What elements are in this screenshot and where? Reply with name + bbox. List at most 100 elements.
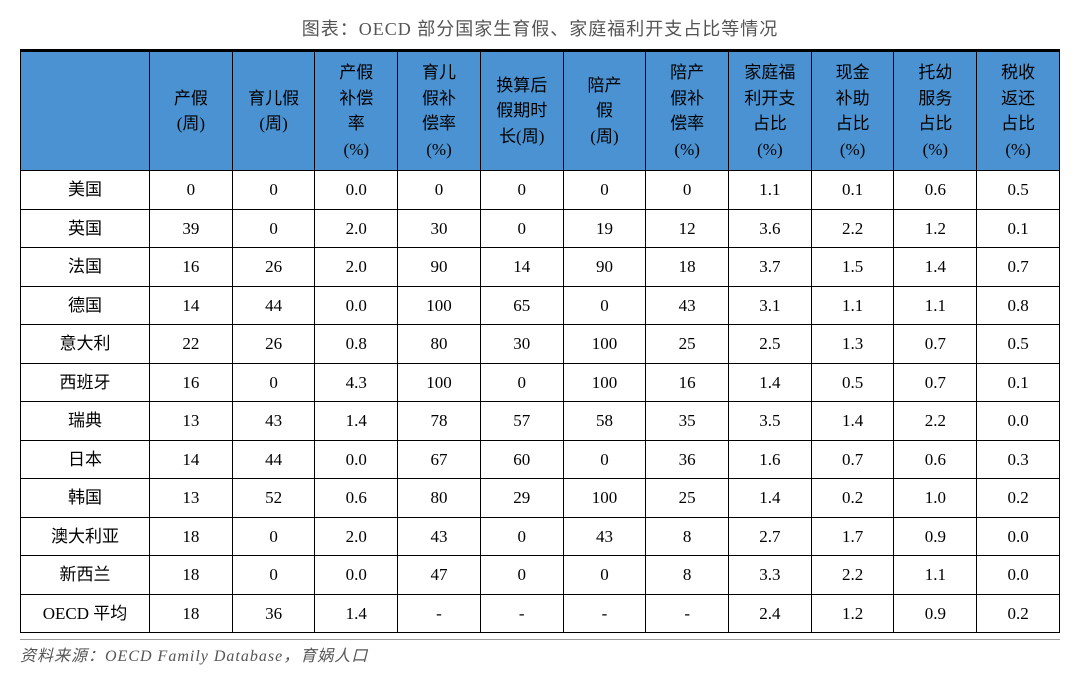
data-cell: 3.5 xyxy=(729,402,812,441)
table-row: 西班牙1604.31000100161.40.50.70.1 xyxy=(21,363,1060,402)
data-cell: 1.4 xyxy=(315,402,398,441)
country-cell: 韩国 xyxy=(21,479,150,518)
data-cell: 2.0 xyxy=(315,209,398,248)
data-cell: 44 xyxy=(232,286,315,325)
data-cell: 2.5 xyxy=(729,325,812,364)
col-header-9: 现金补助占比(%) xyxy=(811,51,894,171)
data-cell: - xyxy=(480,594,563,633)
data-cell: 0 xyxy=(150,171,233,210)
data-cell: 1.4 xyxy=(811,402,894,441)
data-cell: 1.2 xyxy=(894,209,977,248)
data-cell: 100 xyxy=(398,286,481,325)
data-cell: 26 xyxy=(232,325,315,364)
data-cell: 0 xyxy=(563,171,646,210)
data-cell: 0.8 xyxy=(977,286,1060,325)
country-cell: 澳大利亚 xyxy=(21,517,150,556)
data-cell: 44 xyxy=(232,440,315,479)
data-cell: 19 xyxy=(563,209,646,248)
data-cell: 1.7 xyxy=(811,517,894,556)
data-cell: 26 xyxy=(232,248,315,287)
data-cell: 43 xyxy=(398,517,481,556)
data-cell: 100 xyxy=(563,363,646,402)
data-cell: 1.4 xyxy=(315,594,398,633)
data-cell: 43 xyxy=(563,517,646,556)
data-cell: 0.7 xyxy=(894,325,977,364)
data-cell: 0.6 xyxy=(315,479,398,518)
data-cell: 18 xyxy=(646,248,729,287)
data-cell: 18 xyxy=(150,556,233,595)
country-cell: 西班牙 xyxy=(21,363,150,402)
data-cell: 0.2 xyxy=(977,479,1060,518)
data-cell: 16 xyxy=(150,363,233,402)
col-header-3: 产假补偿率(%) xyxy=(315,51,398,171)
data-cell: 0 xyxy=(480,209,563,248)
country-cell: 日本 xyxy=(21,440,150,479)
data-cell: 0.1 xyxy=(977,209,1060,248)
data-cell: 30 xyxy=(480,325,563,364)
table-row: OECD 平均18361.4----2.41.20.90.2 xyxy=(21,594,1060,633)
data-cell: 0 xyxy=(563,286,646,325)
table-row: 美国000.000001.10.10.60.5 xyxy=(21,171,1060,210)
data-cell: 30 xyxy=(398,209,481,248)
data-cell: 43 xyxy=(232,402,315,441)
data-cell: 4.3 xyxy=(315,363,398,402)
col-header-1: 产假(周) xyxy=(150,51,233,171)
country-cell: 法国 xyxy=(21,248,150,287)
data-cell: - xyxy=(398,594,481,633)
table-row: 法国16262.0901490183.71.51.40.7 xyxy=(21,248,1060,287)
data-cell: 0.3 xyxy=(977,440,1060,479)
data-cell: 3.7 xyxy=(729,248,812,287)
data-cell: 1.0 xyxy=(894,479,977,518)
data-cell: 67 xyxy=(398,440,481,479)
data-cell: 1.2 xyxy=(811,594,894,633)
data-cell: 0.1 xyxy=(811,171,894,210)
col-header-0 xyxy=(21,51,150,171)
data-cell: 3.3 xyxy=(729,556,812,595)
table-row: 瑞典13431.4785758353.51.42.20.0 xyxy=(21,402,1060,441)
country-cell: 美国 xyxy=(21,171,150,210)
data-cell: 0.2 xyxy=(811,479,894,518)
data-cell: 22 xyxy=(150,325,233,364)
data-cell: 0.5 xyxy=(977,171,1060,210)
country-cell: 德国 xyxy=(21,286,150,325)
data-cell: 78 xyxy=(398,402,481,441)
country-cell: 意大利 xyxy=(21,325,150,364)
data-cell: 0.0 xyxy=(977,402,1060,441)
data-cell: 1.4 xyxy=(894,248,977,287)
col-header-11: 税收返还占比(%) xyxy=(977,51,1060,171)
data-cell: 0.0 xyxy=(315,171,398,210)
data-cell: 25 xyxy=(646,325,729,364)
data-cell: 0.7 xyxy=(811,440,894,479)
data-cell: 0 xyxy=(398,171,481,210)
table-row: 德国14440.0100650433.11.11.10.8 xyxy=(21,286,1060,325)
country-cell: 英国 xyxy=(21,209,150,248)
data-cell: 100 xyxy=(398,363,481,402)
data-cell: 0.0 xyxy=(977,517,1060,556)
col-header-8: 家庭福利开支占比(%) xyxy=(729,51,812,171)
data-cell: 100 xyxy=(563,479,646,518)
data-cell: 8 xyxy=(646,517,729,556)
data-cell: 0 xyxy=(480,363,563,402)
table-row: 日本14440.067600361.60.70.60.3 xyxy=(21,440,1060,479)
data-cell: 0 xyxy=(563,440,646,479)
data-cell: 2.2 xyxy=(811,556,894,595)
data-cell: 0.0 xyxy=(315,286,398,325)
data-cell: 47 xyxy=(398,556,481,595)
data-cell: 14 xyxy=(480,248,563,287)
data-cell: 1.1 xyxy=(729,171,812,210)
col-header-6: 陪产假(周) xyxy=(563,51,646,171)
data-cell: 3.6 xyxy=(729,209,812,248)
data-cell: 13 xyxy=(150,402,233,441)
table-body: 美国000.000001.10.10.60.5英国3902.030019123.… xyxy=(21,171,1060,633)
data-cell: 0.5 xyxy=(811,363,894,402)
data-cell: 16 xyxy=(646,363,729,402)
col-header-5: 换算后假期时长(周) xyxy=(480,51,563,171)
data-cell: 2.2 xyxy=(894,402,977,441)
data-cell: 2.4 xyxy=(729,594,812,633)
oecd-table: 产假(周)育儿假(周)产假补偿率(%)育儿假补偿率(%)换算后假期时长(周)陪产… xyxy=(20,49,1060,633)
country-cell: 新西兰 xyxy=(21,556,150,595)
data-cell: 60 xyxy=(480,440,563,479)
data-cell: 0 xyxy=(232,556,315,595)
source-text: 资料来源：OECD Family Database，育娲人口 xyxy=(20,639,1060,666)
col-header-4: 育儿假补偿率(%) xyxy=(398,51,481,171)
